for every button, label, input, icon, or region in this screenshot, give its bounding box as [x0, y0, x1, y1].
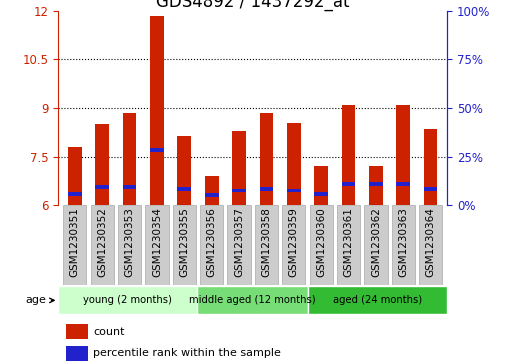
Bar	[314, 192, 328, 196]
Text: GSM1230362: GSM1230362	[371, 208, 381, 277]
Bar	[260, 187, 273, 191]
Bar	[342, 182, 356, 186]
Bar	[228, 205, 250, 285]
Bar	[205, 193, 218, 197]
Bar	[396, 105, 410, 205]
Bar	[68, 147, 82, 205]
Bar	[66, 324, 87, 339]
Bar	[232, 189, 246, 192]
Text: GSM1230364: GSM1230364	[426, 208, 436, 277]
Bar	[255, 205, 278, 285]
Bar	[337, 205, 360, 285]
Text: aged (24 months): aged (24 months)	[333, 295, 422, 305]
Bar	[150, 148, 164, 152]
Bar	[309, 205, 333, 285]
Text: GSM1230355: GSM1230355	[179, 208, 189, 277]
Text: age: age	[25, 295, 54, 305]
Text: young (2 months): young (2 months)	[83, 295, 172, 305]
Bar	[364, 205, 388, 285]
Text: GSM1230356: GSM1230356	[207, 208, 217, 277]
Bar	[342, 105, 356, 205]
Bar	[369, 182, 383, 186]
Bar	[260, 113, 273, 205]
Bar	[287, 123, 301, 205]
Bar	[287, 189, 301, 192]
Bar	[63, 205, 86, 285]
Bar	[200, 205, 224, 285]
Text: GSM1230359: GSM1230359	[289, 208, 299, 277]
Text: middle aged (12 months): middle aged (12 months)	[189, 295, 316, 305]
Bar	[66, 346, 87, 361]
Bar	[396, 182, 410, 186]
Bar	[177, 135, 191, 205]
Bar	[123, 185, 137, 189]
Bar	[232, 131, 246, 205]
Text: GSM1230357: GSM1230357	[234, 208, 244, 277]
Bar	[392, 205, 415, 285]
Text: GSM1230354: GSM1230354	[152, 208, 162, 277]
Text: GSM1230360: GSM1230360	[316, 208, 326, 277]
Bar	[173, 205, 196, 285]
Bar	[90, 205, 114, 285]
Bar	[282, 205, 305, 285]
Text: GSM1230361: GSM1230361	[343, 208, 354, 277]
Bar	[314, 166, 328, 205]
Title: GDS4892 / 1437292_at: GDS4892 / 1437292_at	[156, 0, 350, 11]
Bar	[205, 176, 218, 205]
Bar	[96, 185, 109, 189]
Text: GSM1230358: GSM1230358	[262, 208, 271, 277]
Text: GSM1230353: GSM1230353	[124, 208, 135, 277]
Text: GSM1230351: GSM1230351	[70, 208, 80, 277]
Bar	[177, 187, 191, 191]
Text: GSM1230352: GSM1230352	[97, 208, 107, 277]
Text: count: count	[93, 327, 125, 337]
Bar	[419, 205, 442, 285]
Bar	[424, 187, 437, 191]
Bar	[369, 166, 383, 205]
Bar	[424, 129, 437, 205]
Bar	[308, 286, 447, 314]
Bar	[150, 16, 164, 205]
Text: percentile rank within the sample: percentile rank within the sample	[93, 348, 281, 358]
Bar	[68, 192, 82, 196]
Bar	[96, 124, 109, 205]
Bar	[197, 286, 308, 314]
Text: GSM1230363: GSM1230363	[398, 208, 408, 277]
Bar	[145, 205, 169, 285]
Bar	[58, 286, 197, 314]
Bar	[118, 205, 141, 285]
Bar	[123, 113, 137, 205]
